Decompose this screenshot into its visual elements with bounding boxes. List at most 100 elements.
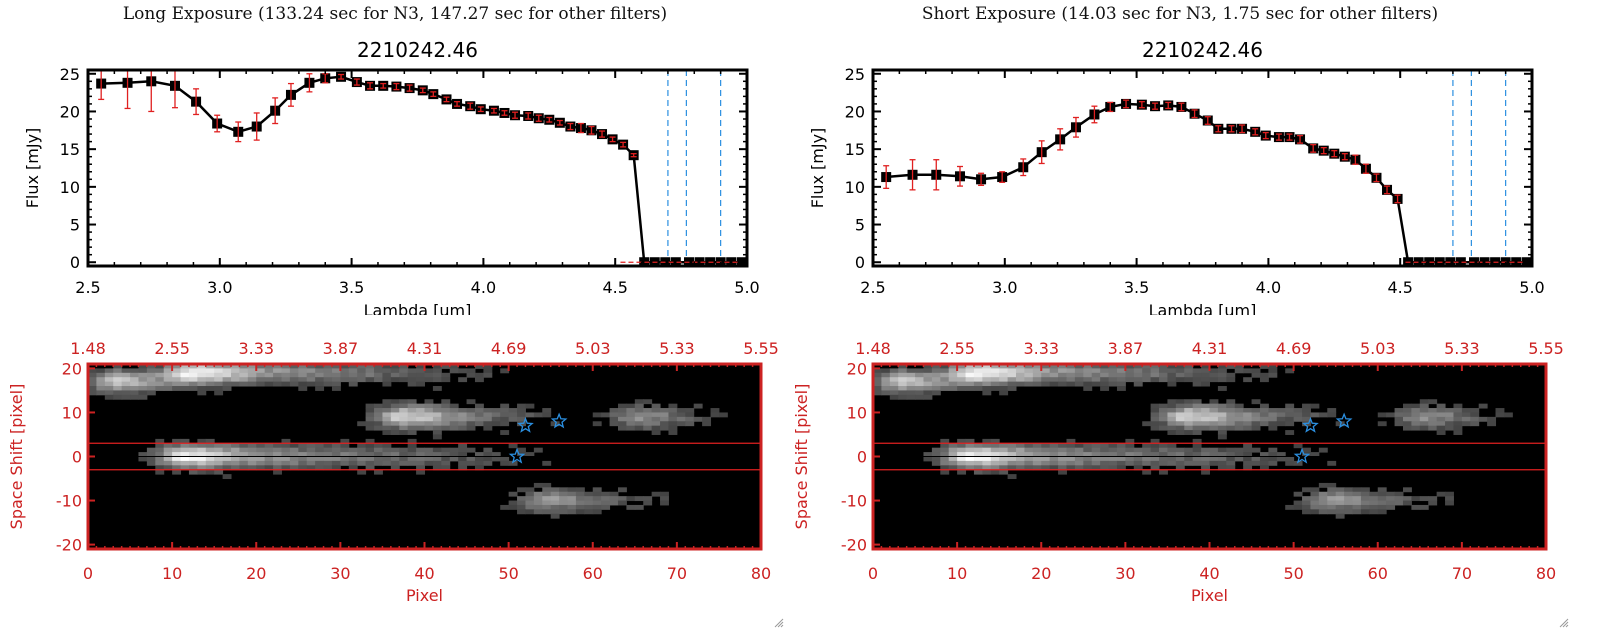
image-pixel — [382, 421, 392, 427]
image-pixel — [273, 469, 282, 475]
image-pixel — [1091, 377, 1101, 383]
image-pixel — [424, 460, 434, 466]
image-pixel — [188, 460, 198, 466]
image-pixel — [264, 443, 274, 449]
image-pixel — [660, 421, 669, 427]
image-pixel — [96, 381, 106, 387]
y-tick-label: 25 — [845, 65, 865, 84]
image-pixel — [323, 372, 333, 378]
x-tick-label: 10 — [947, 564, 967, 583]
image-pixel — [348, 364, 358, 369]
image-pixel — [651, 403, 661, 409]
x-axis-label: Lambda [um] — [364, 301, 472, 315]
image-pixel — [1091, 465, 1101, 471]
image-pixel — [999, 381, 1009, 387]
image-pixel — [1276, 456, 1286, 462]
image-pixel — [1066, 443, 1076, 449]
image-pixel — [155, 460, 165, 466]
image-pixel — [1428, 421, 1438, 427]
image-pixel — [1436, 491, 1446, 497]
image-pixel — [999, 372, 1009, 378]
image-pixel — [466, 408, 476, 413]
image-pixel — [315, 372, 325, 378]
image-pixel — [957, 372, 967, 378]
image-pixel — [365, 377, 375, 383]
image-pixel — [1091, 452, 1101, 457]
image-pixel — [1007, 443, 1017, 449]
image-pixel — [626, 496, 636, 502]
image-pixel — [1150, 447, 1160, 453]
image-pixel — [1049, 443, 1059, 449]
image-pixel — [474, 465, 484, 471]
image-pixel — [1251, 421, 1261, 427]
image-pixel — [873, 372, 882, 378]
image-pixel — [374, 364, 383, 369]
image-pixel — [1159, 377, 1168, 383]
image-pixel — [1175, 408, 1185, 413]
image-pixel — [188, 381, 198, 387]
image-pixel — [222, 368, 232, 374]
image-pixel — [374, 443, 383, 449]
image-pixel — [931, 364, 941, 369]
image-pixel — [617, 487, 627, 493]
image-pixel — [390, 372, 400, 378]
image-pixel — [1184, 430, 1194, 435]
image-pixel — [407, 377, 417, 383]
image-pixel — [1268, 372, 1278, 378]
image-pixel — [390, 452, 400, 457]
image-pixel — [163, 372, 173, 378]
image-pixel — [651, 425, 661, 431]
x-tick-label: 5.0 — [1519, 278, 1544, 297]
resize-grip-icon[interactable] — [1557, 616, 1569, 628]
image-pixel — [1268, 447, 1278, 453]
image-pixel — [197, 443, 207, 449]
image-pixel — [702, 421, 712, 427]
image-pixel — [146, 386, 156, 391]
image-pixel — [1352, 496, 1362, 502]
resize-grip-icon[interactable] — [772, 616, 784, 628]
image-pixel — [1066, 460, 1076, 466]
image-pixel — [957, 460, 967, 466]
image-pixel — [256, 364, 266, 369]
image-pixel — [1016, 447, 1025, 453]
image-pixel — [1058, 381, 1067, 387]
image-pixel — [390, 416, 400, 422]
image-pixel — [315, 465, 325, 471]
image-pixel — [1167, 421, 1177, 427]
image-pixel — [957, 469, 967, 475]
image-pixel — [1108, 447, 1118, 453]
image-pixel — [382, 403, 392, 409]
image-pixel — [163, 443, 173, 449]
x-tick-label: 30 — [1115, 564, 1135, 583]
image-pixel — [906, 390, 916, 396]
image-pixel — [214, 469, 224, 475]
image-pixel — [1108, 465, 1118, 471]
image-pixel — [466, 372, 476, 378]
image-pixel — [500, 416, 510, 422]
image-pixel — [634, 403, 644, 409]
image-pixel — [416, 456, 425, 462]
image-pixel — [1268, 425, 1278, 431]
image-pixel — [331, 372, 341, 378]
image-pixel — [188, 469, 198, 475]
image-pixel — [458, 447, 468, 453]
exposure-title: Long Exposure (133.24 sec for N3, 147.27… — [122, 4, 668, 24]
image-pixel — [315, 377, 325, 383]
image-pixel — [1293, 460, 1303, 466]
x-tick-label: 20 — [246, 564, 266, 583]
image-pixel — [1402, 500, 1412, 506]
image-pixel — [357, 377, 367, 383]
image-pixel — [931, 386, 941, 391]
image-pixel — [1428, 399, 1438, 405]
image-pixel — [1234, 447, 1244, 453]
spectrum-chart: 2210242.462.5 3.0 3.5 4.0 4.5 5.00510152025La… — [23, 38, 760, 315]
image-pixel — [146, 460, 156, 466]
image-pixel — [491, 452, 501, 457]
image-pixel — [982, 460, 992, 466]
image-pixel — [1159, 421, 1168, 427]
image-pixel — [626, 403, 636, 409]
image-pixel — [1192, 368, 1202, 374]
image-pixel — [1159, 403, 1168, 409]
image-pixel — [965, 456, 975, 462]
image-pixel — [1243, 443, 1253, 449]
